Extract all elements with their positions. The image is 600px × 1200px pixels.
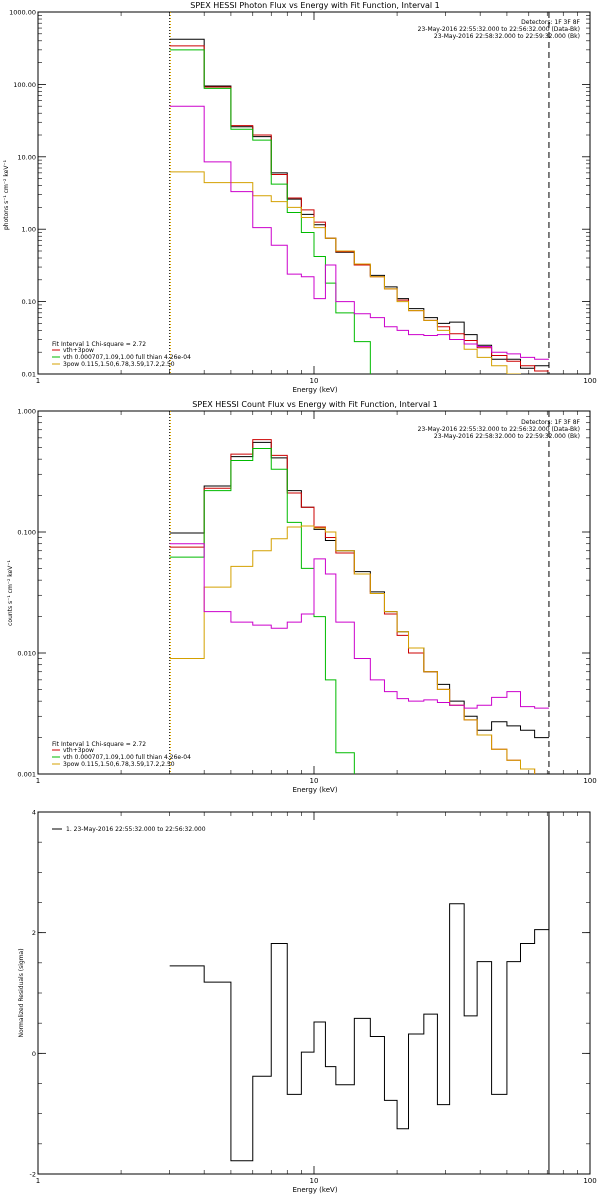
count-flux-y-tick-label: 1.000 [17, 408, 36, 416]
count-flux-series-data [169, 441, 549, 739]
photon-flux-x-minor-ticks [120, 12, 578, 374]
photon-flux-header: Detectors: 1F 3F 8F 23-May-2016 22:55:32… [418, 19, 581, 40]
legend-item-vth: vth 0.000707,1.09,1.00 full thian 4.26e-… [63, 354, 191, 361]
photon-flux-x-tick-label: 1 [36, 377, 40, 385]
photon-flux-series-vth [169, 49, 371, 374]
legend-item-vth-3pow: vth+3pow [63, 747, 94, 754]
count-flux-y-minor-ticks [38, 416, 590, 738]
count-flux-x-tick-label: 100 [583, 777, 596, 785]
legend-item-3pow: 3pow 0.115,1.50,6.78,3.59,17.2,2.50 [63, 361, 175, 368]
residuals-x-tick-label: 10 [310, 1177, 319, 1185]
count-flux-title: SPEX HESSI Count Flux vs Energy with Fit… [192, 400, 437, 409]
residuals-legend: 1. 23-May-2016 22:55:32.000 to 22:56:32.… [52, 826, 206, 833]
count-flux-legend: Fit Interval 1 Chi-square = 2.72 vth+3po… [52, 741, 191, 768]
count-flux-x-tick-label: 10 [310, 777, 319, 785]
photon-flux-y-minor-ticks [38, 15, 590, 353]
residuals-x-tick-label: 100 [583, 1177, 596, 1185]
count-flux-ylabel: counts s⁻¹ cm⁻² keV⁻¹ [7, 560, 14, 626]
detectors-label: Detectors: 1F 3F 8F [521, 419, 580, 426]
photon-flux-title: SPEX HESSI Photon Flux vs Energy with Fi… [190, 1, 440, 10]
photon-flux-xlabel: Energy (keV) [292, 386, 337, 394]
count-flux-header: Detectors: 1F 3F 8F 23-May-2016 22:55:32… [418, 419, 581, 440]
photon-flux-series-3pow [169, 171, 521, 374]
residuals-y-tick-label: 0 [32, 1050, 36, 1058]
count-flux-panel: SPEX HESSI Count Flux vs Energy with Fit… [7, 400, 597, 794]
header-line-2: 23-May-2016 22:58:32.000 to 22:59:32.000… [434, 433, 580, 440]
photon-flux-ylabel: photons s⁻¹ cm⁻² keV⁻¹ [3, 159, 10, 230]
legend-item-vth: vth 0.000707,1.09,1.00 full thian 4.26e-… [63, 754, 191, 761]
count-flux-y-tick-label: 0.010 [17, 650, 36, 658]
photon-flux-y-tick-label: 1000.00 [9, 9, 36, 17]
count-flux-series-vth [169, 447, 355, 774]
count-flux-series-magenta [169, 543, 549, 709]
photon-flux-panel: SPEX HESSI Photon Flux vs Energy with Fi… [3, 1, 597, 394]
count-flux-y-tick-label: 0.001 [17, 771, 36, 779]
photon-flux-x-tick-label: 100 [583, 377, 596, 385]
residuals-panel: Normalized Residuals (sigma) Energy (keV… [18, 809, 597, 1195]
photon-flux-x-tick-label: 10 [310, 377, 319, 385]
legend-item-residuals: 1. 23-May-2016 22:55:32.000 to 22:56:32.… [66, 826, 206, 833]
residuals-y-tick-label: 4 [32, 809, 36, 817]
residuals-x-minor-ticks [120, 812, 578, 1174]
photon-flux-plot-frame [37, 11, 591, 375]
residuals-ylabel: Normalized Residuals (sigma) [18, 948, 25, 1037]
photon-flux-y-tick-label: 1.00 [22, 226, 36, 234]
header-line-1: 23-May-2016 22:55:32.000 to 22:56:32.000… [418, 426, 580, 433]
count-flux-series-3pow [169, 525, 536, 774]
residuals-series-1-23-may-2016-22-55-32-000-to-22-56-32-000 [169, 815, 550, 1162]
photon-flux-y-tick-label: 100.00 [13, 81, 36, 89]
legend-title: Fit Interval 1 Chi-square = 2.72 [52, 741, 146, 748]
count-flux-x-minor-ticks [120, 411, 578, 774]
photon-flux-y-tick-label: 0.01 [22, 371, 36, 379]
photon-flux-legend: Fit Interval 1 Chi-square = 2.72 vth+3po… [52, 341, 191, 368]
detectors-label: Detectors: 1F 3F 8F [521, 19, 580, 26]
header-line-1: 23-May-2016 22:55:32.000 to 22:56:32.000… [418, 26, 580, 33]
count-flux-xlabel: Energy (keV) [292, 786, 337, 794]
photon-flux-series-magenta [169, 105, 549, 360]
count-flux-y-tick-label: 0.100 [17, 529, 36, 537]
count-flux-x-tick-label: 1 [36, 777, 40, 785]
residuals-y-tick-label: 2 [32, 929, 36, 937]
legend-item-vth-3pow: vth+3pow [63, 347, 94, 354]
legend-item-3pow: 3pow 0.115,1.50,6.78,3.59,17.2,2.50 [63, 761, 175, 768]
photon-flux-series-vth-3pow [169, 45, 549, 372]
residuals-y-tick-label: -2 [30, 1171, 36, 1179]
residuals-x-tick-label: 1 [36, 1177, 40, 1185]
header-line-2: 23-May-2016 22:58:32.000 to 22:59:32.000… [434, 33, 580, 40]
residuals-xlabel: Energy (keV) [292, 1186, 337, 1194]
photon-flux-y-tick-label: 0.10 [22, 298, 36, 306]
photon-flux-y-tick-label: 10.00 [17, 153, 36, 161]
legend-title: Fit Interval 1 Chi-square = 2.72 [52, 341, 146, 348]
